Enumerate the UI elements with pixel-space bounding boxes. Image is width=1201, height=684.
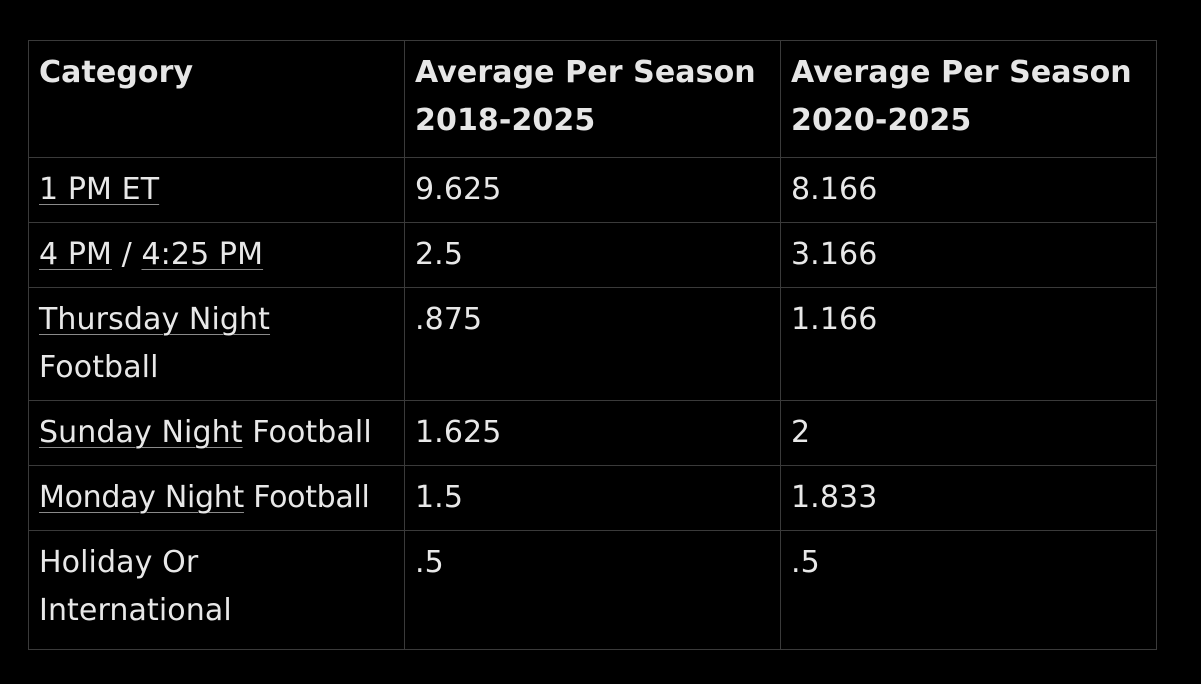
value-2018-2025-cell: 1.5 xyxy=(404,465,781,531)
value-2018-2025-cell: 2.5 xyxy=(404,222,781,288)
value-2018-2025-cell: .5 xyxy=(404,530,781,650)
category-text: Holiday Or International xyxy=(39,545,232,628)
value-2020-2025-cell: 3.166 xyxy=(780,222,1157,288)
category-cell: Monday Night Football xyxy=(28,465,405,531)
value-2020-2025-cell: 2 xyxy=(780,400,1157,466)
category-cell: 4 PM / 4:25 PM xyxy=(28,222,405,288)
category-text: Football xyxy=(39,350,159,385)
category-link[interactable]: 1 PM ET xyxy=(39,172,160,207)
category-cell: 1 PM ET xyxy=(28,157,405,223)
category-cell: Thursday Night Football xyxy=(28,287,405,401)
category-separator: / xyxy=(112,237,142,272)
category-link[interactable]: Thursday Night xyxy=(39,302,271,337)
table-row: 4 PM / 4:25 PM 2.5 3.166 xyxy=(28,222,1157,288)
table-row: 1 PM ET 9.625 8.166 xyxy=(28,157,1157,223)
category-text: Football xyxy=(242,415,372,450)
category-cell: Sunday Night Football xyxy=(28,400,405,466)
category-link[interactable]: Sunday Night xyxy=(39,415,243,450)
value-2018-2025-cell: .875 xyxy=(404,287,781,401)
header-avg-2020-line2: 2020-2025 xyxy=(791,103,972,138)
category-link[interactable]: Monday Night xyxy=(39,480,244,515)
table-row: Thursday Night Football .875 1.166 xyxy=(28,287,1157,401)
header-category-label: Category xyxy=(39,55,194,90)
header-category: Category xyxy=(28,40,405,158)
value-2020-2025-cell: 1.166 xyxy=(780,287,1157,401)
schedule-table-container: Category Average Per Season 2018-2025 Ave… xyxy=(28,40,1157,650)
category-text: Football xyxy=(243,480,370,515)
header-avg-2020-line1: Average Per Season xyxy=(791,55,1132,90)
value-2018-2025-cell: 9.625 xyxy=(404,157,781,223)
header-avg-2018-line2: 2018-2025 xyxy=(415,103,596,138)
value-2020-2025-cell: 8.166 xyxy=(780,157,1157,223)
category-cell: Holiday Or International xyxy=(28,530,405,650)
header-avg-2018-line1: Average Per Season xyxy=(415,55,756,90)
value-2020-2025-cell: 1.833 xyxy=(780,465,1157,531)
schedule-averages-table: Category Average Per Season 2018-2025 Ave… xyxy=(28,40,1157,650)
category-link-secondary[interactable]: 4:25 PM xyxy=(141,237,264,272)
table-row: Monday Night Football 1.5 1.833 xyxy=(28,465,1157,531)
value-2018-2025-cell: 1.625 xyxy=(404,400,781,466)
header-avg-2020-2025: Average Per Season 2020-2025 xyxy=(780,40,1157,158)
table-row: Holiday Or International .5 .5 xyxy=(28,530,1157,650)
category-link[interactable]: 4 PM xyxy=(39,237,112,272)
header-avg-2018-2025: Average Per Season 2018-2025 xyxy=(404,40,781,158)
table-row: Sunday Night Football 1.625 2 xyxy=(28,400,1157,466)
value-2020-2025-cell: .5 xyxy=(780,530,1157,650)
header-row: Category Average Per Season 2018-2025 Ave… xyxy=(28,40,1157,158)
